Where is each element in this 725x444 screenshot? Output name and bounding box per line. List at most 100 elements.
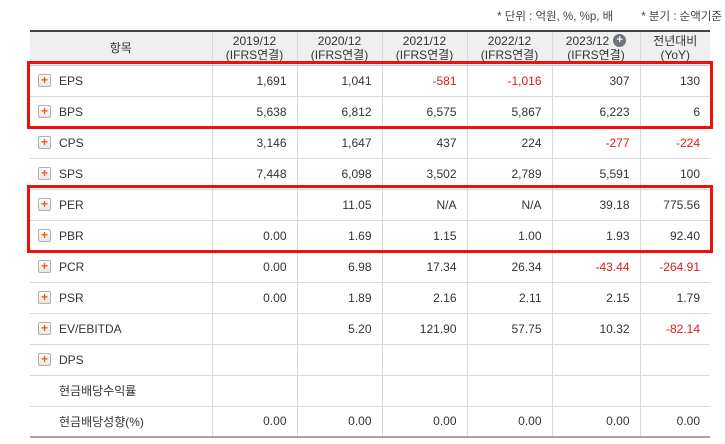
expand-icon[interactable] bbox=[38, 198, 51, 211]
value-cell: 6.98 bbox=[296, 250, 382, 282]
value-cell bbox=[296, 343, 382, 375]
value-cell bbox=[381, 343, 467, 375]
row-label: EPS bbox=[59, 73, 84, 88]
value-cell: -277 bbox=[551, 126, 640, 158]
row-label: CPS bbox=[59, 135, 84, 150]
expand-icon-slot bbox=[38, 384, 51, 397]
value-cell: 11.05 bbox=[296, 188, 382, 220]
value-cell: 1.89 bbox=[296, 281, 382, 313]
value-cell: 1,691 bbox=[211, 65, 297, 96]
row-label-cell: EV/EBITDA bbox=[30, 312, 212, 344]
value-cell bbox=[466, 343, 552, 375]
value-cell bbox=[211, 188, 297, 220]
expand-icon[interactable] bbox=[38, 105, 51, 118]
value-cell: 6,812 bbox=[296, 95, 382, 127]
table-row-dps: DPS bbox=[30, 343, 710, 375]
row-label: DPS bbox=[59, 352, 84, 367]
value-cell: 7,448 bbox=[211, 157, 297, 189]
expand-icon-slot bbox=[38, 136, 51, 149]
value-cell: 0.00 bbox=[211, 219, 297, 251]
column-basis-label: (IFRS연결) bbox=[310, 48, 369, 63]
value-cell bbox=[211, 312, 297, 344]
column-header--: 전년대비 (YoY) bbox=[639, 30, 710, 66]
row-label-cell: DPS bbox=[30, 343, 212, 375]
column-period-label: 전년대비 bbox=[653, 34, 698, 49]
table-header: 항목 2019/12 (IFRS연결) 2020/12 (IFRS연결) 2021/12(… bbox=[30, 30, 710, 66]
row-label-cell: SPS bbox=[30, 157, 212, 189]
value-cell: 17.34 bbox=[381, 250, 467, 282]
row-label: PER bbox=[59, 197, 84, 212]
expand-icon[interactable] bbox=[38, 167, 51, 180]
value-cell: -264.91 bbox=[639, 250, 710, 282]
column-header-2023-12: 2023/12(IFRS연결) bbox=[551, 30, 640, 66]
value-cell: 130 bbox=[639, 65, 710, 96]
value-cell: 6,575 bbox=[381, 95, 467, 127]
column-header-2021-12: 2021/12 (IFRS연결) bbox=[381, 30, 467, 66]
value-cell: 775.56 bbox=[639, 188, 710, 220]
row-label-cell: PER bbox=[30, 188, 212, 220]
add-column-icon[interactable] bbox=[613, 34, 627, 48]
value-cell: 437 bbox=[381, 126, 467, 158]
unit-note: * 단위 : 억원, %, %p, 배 bbox=[497, 11, 614, 23]
row-label-cell: BPS bbox=[30, 95, 212, 127]
column-period-label: 2020/12 bbox=[317, 34, 362, 49]
expand-icon[interactable] bbox=[38, 74, 51, 87]
expand-icon[interactable] bbox=[38, 229, 51, 242]
column-header-2019-12: 2019/12 (IFRS연결) bbox=[211, 30, 297, 66]
column-header-2020-12: 2020/12 (IFRS연결) bbox=[296, 30, 382, 66]
expand-icon[interactable] bbox=[38, 322, 51, 335]
expand-icon-slot bbox=[38, 415, 51, 428]
value-cell: 2.16 bbox=[381, 281, 467, 313]
value-cell: -82.14 bbox=[639, 312, 710, 344]
row-label: BPS bbox=[59, 104, 84, 119]
column-basis-label: (IFRS연결) bbox=[225, 48, 284, 63]
value-cell: 57.75 bbox=[466, 312, 552, 344]
table-row-psr: PSR 0.001.892.162.112.151.79 bbox=[30, 281, 710, 313]
value-cell bbox=[381, 374, 467, 406]
value-cell: 0.00 bbox=[211, 405, 297, 438]
expand-icon-slot bbox=[38, 229, 51, 242]
value-cell: 100 bbox=[639, 157, 710, 189]
expand-icon[interactable] bbox=[38, 260, 51, 273]
value-cell: 26.34 bbox=[466, 250, 552, 282]
value-cell: 6 bbox=[639, 95, 710, 127]
value-cell: 5,867 bbox=[466, 95, 552, 127]
value-cell bbox=[296, 374, 382, 406]
value-cell bbox=[551, 343, 640, 375]
expand-icon[interactable] bbox=[38, 353, 51, 366]
value-cell: 121.90 bbox=[381, 312, 467, 344]
value-cell: 0.00 bbox=[211, 281, 297, 313]
expand-icon-slot bbox=[38, 353, 51, 366]
value-cell: N/A bbox=[466, 188, 552, 220]
item-column-header: 항목 bbox=[30, 30, 212, 66]
row-label: 현금배당수익률 bbox=[59, 384, 137, 398]
expand-icon-slot bbox=[38, 74, 51, 87]
column-period-label: 2019/12 bbox=[232, 34, 277, 49]
header-row: 항목 2019/12 (IFRS연결) 2020/12 (IFRS연결) 2021/12(… bbox=[30, 30, 710, 66]
value-cell: 2.15 bbox=[551, 281, 640, 313]
row-label-cell: EPS bbox=[30, 65, 212, 96]
value-cell bbox=[639, 374, 710, 406]
expand-icon[interactable] bbox=[38, 136, 51, 149]
expand-icon-slot bbox=[38, 105, 51, 118]
value-cell: 224 bbox=[466, 126, 552, 158]
expand-icon-slot bbox=[38, 291, 51, 304]
value-cell: 5.20 bbox=[296, 312, 382, 344]
value-cell bbox=[211, 374, 297, 406]
row-label: PBR bbox=[59, 228, 84, 243]
value-cell: 5,638 bbox=[211, 95, 297, 127]
value-cell: 1.15 bbox=[381, 219, 467, 251]
value-cell: 1,647 bbox=[296, 126, 382, 158]
column-period-label: 2021/12 bbox=[402, 34, 447, 49]
table-row-: 현금배당성향(%) 0.00 0.00 0.00 0.00 0.00 0.00 bbox=[30, 405, 710, 438]
row-label-cell: PCR bbox=[30, 250, 212, 282]
expand-icon[interactable] bbox=[38, 291, 51, 304]
expand-icon-slot bbox=[38, 167, 51, 180]
